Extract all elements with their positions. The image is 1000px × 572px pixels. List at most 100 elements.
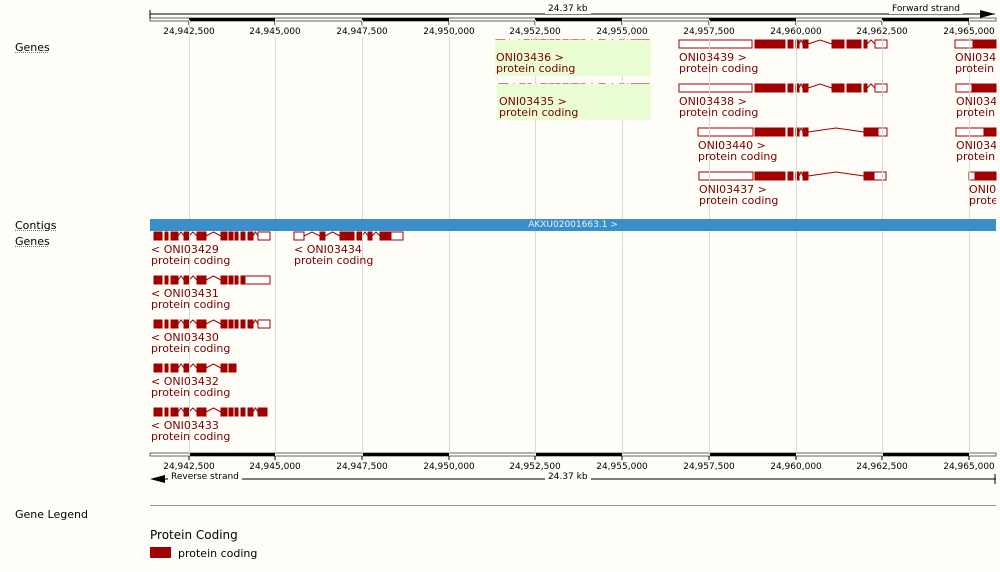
coding-exon (974, 171, 997, 181)
gene-label-id[interactable]: < ONI03432 (151, 375, 219, 388)
coding-exon (802, 127, 809, 137)
contig-bar[interactable]: AKXU02001663.1 > (150, 219, 996, 231)
scale-bar-segment (535, 453, 622, 456)
legend-divider (150, 505, 996, 506)
coding-exon (257, 407, 268, 417)
gene-label-biotype: protein coding (151, 342, 231, 355)
reverse-strand-label: Reverse strand (168, 472, 242, 482)
gene-label-biotype: protein coding (969, 194, 996, 207)
coding-exon (196, 407, 207, 417)
coding-exon (196, 231, 207, 241)
coding-exon (234, 407, 239, 417)
tick-label-bottom: 24,962,500 (852, 462, 912, 472)
utr-exon (390, 231, 404, 241)
intron (303, 231, 321, 237)
coding-exon (802, 83, 809, 93)
gene-oni03431[interactable] (153, 275, 271, 285)
scale-bar-segment (882, 18, 969, 21)
grid-line (189, 20, 190, 456)
coding-exon (220, 407, 228, 417)
gene-oni0344-a[interactable] (954, 39, 997, 49)
gene-label-id[interactable]: ONI03436 > (496, 51, 564, 64)
coding-exon (972, 39, 997, 49)
tick-label-bottom: 24,950,000 (419, 462, 479, 472)
coding-exon (164, 319, 169, 329)
coding-exon (196, 319, 207, 329)
gene-label-id[interactable]: ONI03 (969, 183, 996, 196)
grid-line (969, 20, 970, 456)
gene-oni03437[interactable] (698, 170, 887, 181)
intron (205, 275, 222, 281)
utr-exon (678, 83, 753, 93)
gene-label-id[interactable]: ONI0344 (956, 95, 996, 108)
gene-label-biotype: protein coding (151, 386, 231, 399)
tick-label-bottom: 24,952,500 (505, 462, 565, 472)
coding-exon (220, 275, 228, 285)
gene-label-biotype: protein coding (956, 106, 996, 119)
intron (205, 319, 222, 325)
grid-line (449, 20, 450, 456)
tick-label-bottom: 24,957,500 (679, 462, 739, 472)
gene-label-id[interactable]: ONI03437 > (699, 183, 767, 196)
gene-label-id[interactable]: < ONI03430 (151, 331, 219, 344)
forward-strand-arrow (980, 10, 995, 18)
gene-label-id[interactable]: ONI0344 (956, 139, 996, 152)
intron (177, 275, 185, 281)
tick-label-bottom: 24,965,000 (939, 462, 996, 472)
utr-exon (698, 171, 754, 181)
intron (205, 231, 222, 237)
legend-item-protein-coding: protein coding (178, 547, 258, 560)
gene-highlight (497, 84, 651, 120)
coding-exon (234, 319, 239, 329)
ruler-length-label-bottom: 24.37 kb (545, 472, 591, 482)
tick-label-bottom: 24,947,500 (332, 462, 392, 472)
gene-oni03432[interactable] (153, 363, 237, 373)
intron (807, 127, 865, 133)
coding-exon (164, 363, 169, 373)
gene-oni03429[interactable] (153, 231, 271, 241)
gene-oni03434[interactable] (293, 231, 404, 241)
coding-exon (228, 407, 234, 417)
coding-exon (846, 83, 862, 93)
coding-exon (247, 231, 254, 241)
utr-exon (874, 39, 888, 49)
intron (177, 407, 185, 413)
coding-exon (863, 39, 868, 49)
coding-exon (170, 319, 179, 329)
gene-label-id[interactable]: < ONI03434 (294, 243, 362, 256)
gene-label-id[interactable]: ONI03435 > (499, 95, 567, 108)
gene-label-id[interactable]: < ONI03431 (151, 287, 219, 300)
coding-exon (846, 39, 862, 49)
gene-oni03439[interactable] (678, 38, 888, 49)
coding-exon (164, 275, 169, 285)
coding-exon (247, 407, 254, 417)
gene-label-id[interactable]: ONI03439 > (679, 51, 747, 64)
gene-label-id[interactable]: < ONI03429 (151, 243, 219, 256)
legend-swatch-protein-coding (150, 547, 171, 558)
gene-oni0344-b[interactable] (955, 83, 997, 93)
gene-label-id[interactable]: < ONI03433 (151, 419, 219, 432)
gene-label-id[interactable]: ONI0344 (955, 51, 996, 64)
track-label-contigs[interactable]: Contigs (15, 219, 57, 232)
coding-exon (863, 83, 868, 93)
intron (798, 126, 804, 133)
intron (188, 275, 198, 281)
gene-label-id[interactable]: ONI03438 > (679, 95, 747, 108)
intron (807, 171, 865, 177)
gene-oni03-d[interactable] (968, 171, 997, 181)
intron (252, 231, 259, 237)
intron (177, 319, 185, 325)
coding-exon (831, 83, 845, 93)
gene-oni03433[interactable] (153, 407, 268, 417)
coding-exon (170, 231, 179, 241)
scale-bar-segment (882, 453, 969, 456)
gene-oni03438[interactable] (678, 82, 888, 93)
gene-label-id[interactable]: ONI03440 > (698, 139, 766, 152)
intron (252, 407, 259, 413)
gene-oni03430[interactable] (153, 319, 271, 329)
track-label-genes-reverse[interactable]: Genes (15, 235, 50, 248)
coding-exon (754, 39, 786, 49)
gene-oni0344-c[interactable] (955, 127, 997, 137)
track-label-genes-forward[interactable]: Genes (15, 41, 50, 54)
